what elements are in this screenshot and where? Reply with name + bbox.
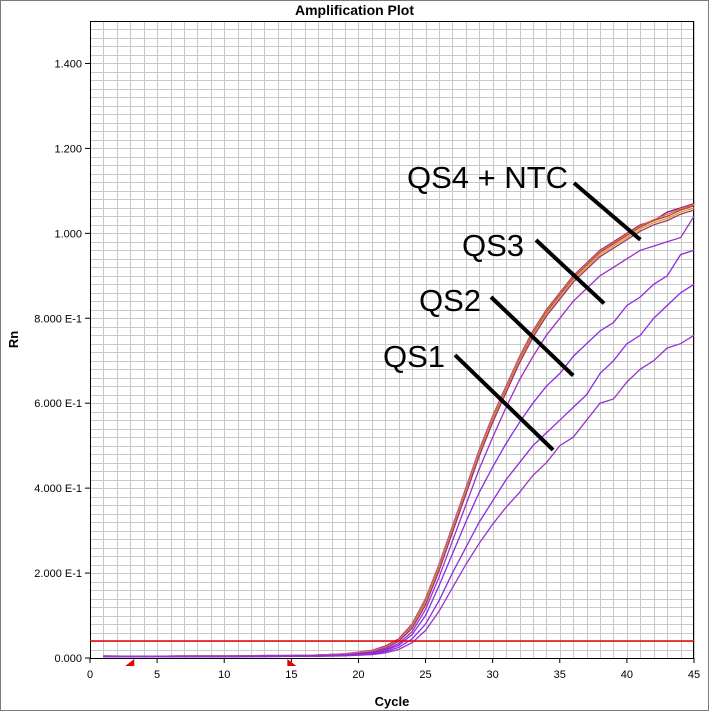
annotation-leader-3 [489,295,575,378]
y-axis-label: Rn [6,331,21,348]
annotation-label-2: QS3 [462,228,524,263]
baseline-start-marker [125,659,135,666]
x-tick-label: 30 [487,669,499,681]
y-tick-label: 1.000 [54,228,82,240]
x-tick-label: 20 [352,669,364,681]
x-axis-label: Cycle [375,694,410,709]
x-tick-label: 0 [87,669,93,681]
y-tick-label: 6.000 E-1 [34,398,82,410]
x-tick-label: 40 [621,669,633,681]
baseline-end-marker [287,659,297,666]
annotation-leader-2 [534,238,606,305]
plot-border [90,21,694,659]
y-tick-label: 4.000 E-1 [34,483,82,495]
x-tick-label: 35 [554,669,566,681]
plot-area [90,21,694,658]
x-tick-label: 10 [218,669,230,681]
annotation-leader-4 [453,353,555,452]
y-tick-label: 2.000 E-1 [34,568,82,580]
x-tick-label: 25 [419,669,431,681]
annotation-label-1: QS4 + NTC [407,160,568,195]
y-tick-label: 8.000 E-1 [34,313,82,325]
x-tick-label: 15 [285,669,297,681]
annotation-leader-1 [572,181,642,242]
x-tick-label: 45 [688,669,700,681]
annotation-label-3: QS2 [419,283,481,318]
series-line-9 [103,334,695,658]
chart-title: Amplification Plot [295,2,414,18]
x-tick-label: 5 [154,669,160,681]
y-tick-label: 1.400 [54,58,82,70]
annotation-label-4: QS1 [383,339,445,374]
y-tick-label: 1.200 [54,143,82,155]
grid [90,21,695,659]
y-tick-label: 0.000 [54,653,82,665]
